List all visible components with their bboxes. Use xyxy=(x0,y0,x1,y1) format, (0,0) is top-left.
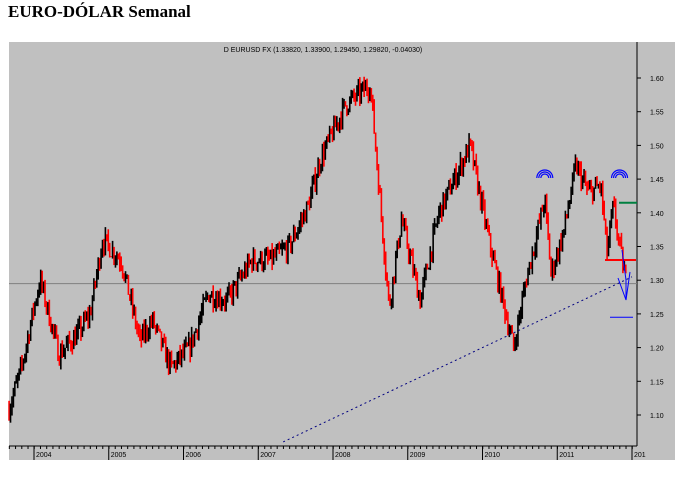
y-tick-label: 1.55 xyxy=(650,110,664,117)
x-tick-label: 2009 xyxy=(410,452,426,459)
top-arc-icon xyxy=(540,173,550,179)
y-tick-label: 1.20 xyxy=(650,346,664,353)
x-tick-label: 2004 xyxy=(36,452,52,459)
chart-title: D EURUSD FX (1.33820, 1.33900, 1.29450, … xyxy=(224,47,422,54)
arrow-head xyxy=(617,271,631,301)
top-arc-icon xyxy=(536,169,554,179)
y-tick-label: 1.25 xyxy=(650,312,664,319)
x-tick-label: 2006 xyxy=(186,452,202,459)
y-tick-label: 1.10 xyxy=(650,413,664,420)
top-arc-icon xyxy=(614,173,625,179)
y-tick-label: 1.45 xyxy=(650,177,664,184)
trendline xyxy=(282,276,633,443)
down-arrow-icon xyxy=(621,249,627,300)
top-arc-icon xyxy=(610,169,629,179)
page-title: EURO-DÓLAR Semanal xyxy=(8,2,191,21)
x-tick-label: 2011 xyxy=(559,452,574,459)
x-tick-label: 2010 xyxy=(485,452,501,459)
x-tick-label: 201 xyxy=(634,452,646,459)
y-tick-label: 1.40 xyxy=(650,211,664,218)
y-tick-label: 1.50 xyxy=(650,143,664,150)
top-arc-icon xyxy=(538,171,552,179)
y-tick-label: 1.15 xyxy=(650,379,664,386)
x-tick-label: 2007 xyxy=(260,452,276,459)
y-tick-label: 1.30 xyxy=(650,278,664,285)
x-tick-label: 2008 xyxy=(335,452,351,459)
x-tick-label: 2005 xyxy=(111,452,127,459)
y-tick-label: 1.60 xyxy=(650,76,664,83)
top-arc-icon xyxy=(612,171,627,179)
y-tick-label: 1.35 xyxy=(650,245,664,252)
